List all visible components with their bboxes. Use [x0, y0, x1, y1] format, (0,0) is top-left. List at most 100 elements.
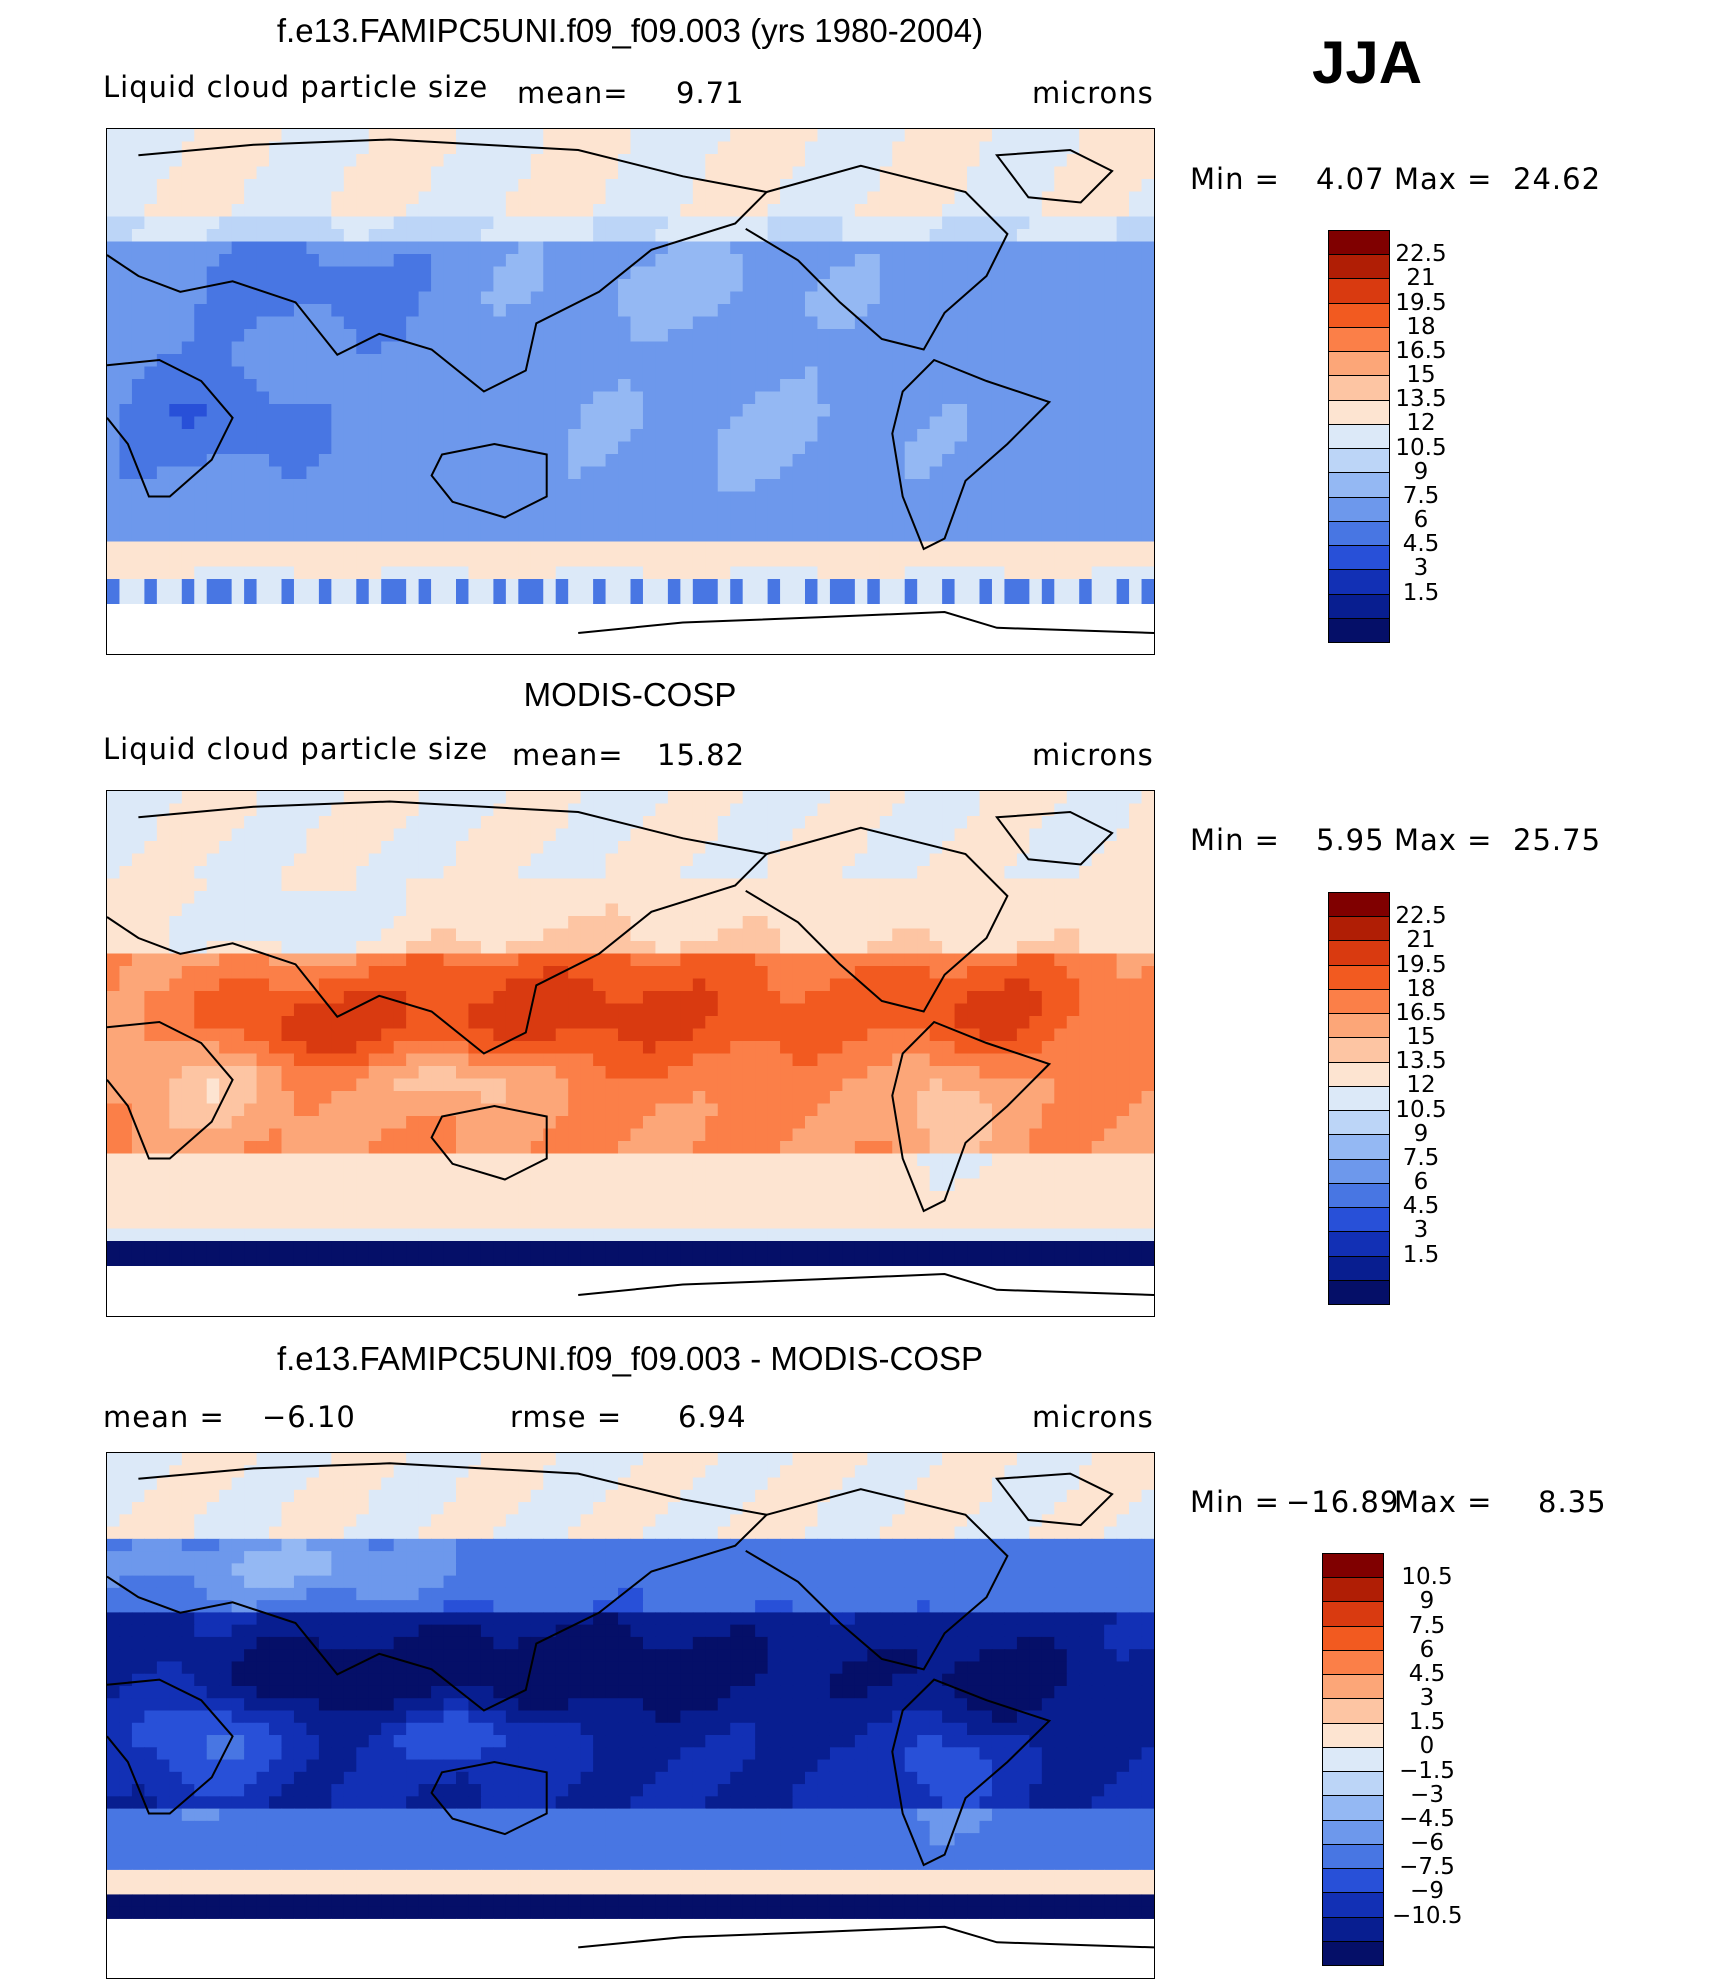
map-cell [369, 941, 382, 954]
map-cell [506, 317, 519, 330]
map-cell [955, 642, 968, 655]
map-cell [107, 367, 120, 380]
map-cell [930, 254, 943, 267]
map-cell [468, 916, 481, 929]
map-cell [468, 304, 481, 317]
map-cell [618, 454, 631, 467]
map-cell [1129, 154, 1142, 167]
map-cell [631, 404, 644, 417]
map-cell [506, 554, 519, 567]
map-cell [182, 454, 195, 467]
panel-title: f.e13.FAMIPC5UNI.f09_f09.003 (yrs 1980-2… [0, 12, 1260, 50]
map-cell [481, 179, 494, 192]
map-cell [331, 854, 344, 867]
map-cell [468, 204, 481, 217]
map-cell [481, 467, 494, 480]
map-cell [182, 429, 195, 442]
map-cell [381, 592, 394, 605]
map-cell [257, 229, 270, 242]
map-cell [955, 142, 968, 155]
map-cell [668, 529, 681, 542]
map-cell [157, 529, 170, 542]
map-cell [344, 941, 357, 954]
map-cell [1092, 916, 1105, 929]
map-cell [768, 392, 781, 405]
map-cell [119, 854, 132, 867]
map-cell [655, 142, 668, 155]
map-cell [1004, 966, 1017, 979]
map-cell [481, 529, 494, 542]
map-cell [119, 841, 132, 854]
map-cell [1067, 979, 1080, 992]
map-cell [269, 592, 282, 605]
map-cell [294, 841, 307, 854]
map-cell [992, 829, 1005, 842]
map-cell [207, 254, 220, 267]
map-cell [892, 154, 905, 167]
map-cell [730, 642, 743, 655]
map-cell [257, 267, 270, 280]
map-cell [1054, 879, 1067, 892]
map-cell [855, 542, 868, 555]
map-cell [543, 891, 556, 904]
map-cell [730, 916, 743, 929]
map-cell [132, 904, 145, 917]
map-cell [718, 329, 731, 342]
map-cell [1079, 542, 1092, 555]
map-cell [518, 242, 531, 255]
map-cell [1029, 454, 1042, 467]
map-cell [269, 379, 282, 392]
map-cell [1017, 167, 1030, 180]
map-cell [144, 129, 157, 142]
map-cell [668, 804, 681, 817]
map-cell [942, 542, 955, 555]
map-cell [793, 879, 806, 892]
map-cell [705, 242, 718, 255]
map-cell [543, 517, 556, 530]
map-cell [331, 542, 344, 555]
map-cell [543, 829, 556, 842]
map-cell [107, 979, 120, 992]
map-cell [743, 167, 756, 180]
map-cell [369, 204, 382, 217]
map-cell [730, 142, 743, 155]
map-cell [842, 204, 855, 217]
map-cell [232, 966, 245, 979]
map-cell [344, 517, 357, 530]
map-cell [369, 242, 382, 255]
map-cell [369, 554, 382, 567]
map-cell [1079, 329, 1092, 342]
map-cell [182, 354, 195, 367]
map-cell [331, 941, 344, 954]
map-cell [967, 791, 980, 804]
map-cell [743, 479, 756, 492]
map-cell [194, 304, 207, 317]
map-cell [755, 467, 768, 480]
map-cell [518, 167, 531, 180]
map-cell [232, 979, 245, 992]
map-cell [119, 217, 132, 230]
map-cell [356, 816, 369, 829]
map-cell [369, 929, 382, 942]
map-cell [768, 342, 781, 355]
map-cell [793, 267, 806, 280]
map-cell [219, 317, 232, 330]
map-cell [705, 304, 718, 317]
map-cell [955, 467, 968, 480]
map-cell [867, 204, 880, 217]
map-cell [842, 816, 855, 829]
map-cell [593, 979, 606, 992]
map-cell [107, 929, 120, 942]
map-cell [1142, 129, 1154, 142]
map-cell [917, 267, 930, 280]
map-cell [892, 979, 905, 992]
map-cell [1117, 229, 1130, 242]
colorbar-swatch [1329, 595, 1389, 619]
map-cell [132, 991, 145, 1004]
map-cell [1042, 367, 1055, 380]
map-cell [144, 954, 157, 967]
map-cell [668, 317, 681, 330]
map-cell [705, 454, 718, 467]
map-cell [1004, 854, 1017, 867]
map-cell [419, 367, 432, 380]
